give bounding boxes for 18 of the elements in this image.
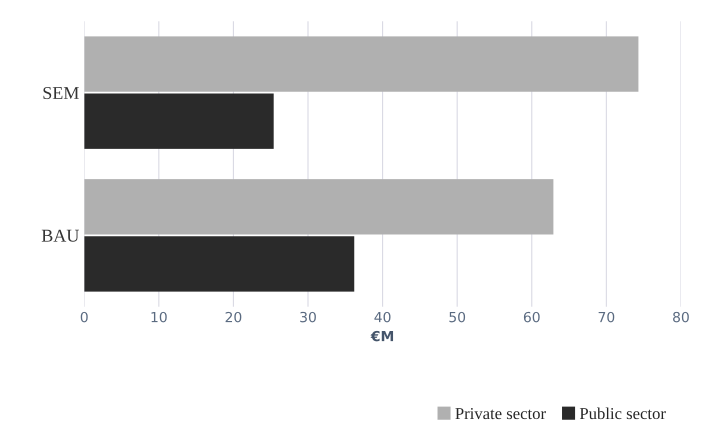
x-axis-title: €M — [370, 330, 394, 342]
legend-label: Private sector — [455, 408, 546, 420]
bar — [84, 94, 274, 149]
bar — [84, 36, 638, 92]
y-tick-label: SEM — [43, 86, 79, 100]
bar — [84, 236, 354, 292]
x-tick-label: 0 — [80, 312, 88, 322]
x-tick-label: 80 — [673, 312, 689, 322]
x-tick-label: 70 — [598, 312, 614, 322]
x-tick-label: 40 — [374, 312, 391, 322]
x-tick-label: 50 — [449, 312, 466, 322]
x-tick-label: 30 — [300, 312, 316, 322]
y-tick-label: BAU — [42, 230, 79, 242]
legend-label: Public sector — [580, 407, 666, 420]
x-tick-label: 20 — [226, 312, 242, 322]
bar — [84, 179, 554, 235]
x-tick-label: 60 — [524, 312, 540, 322]
x-tick-label: 10 — [152, 312, 167, 322]
